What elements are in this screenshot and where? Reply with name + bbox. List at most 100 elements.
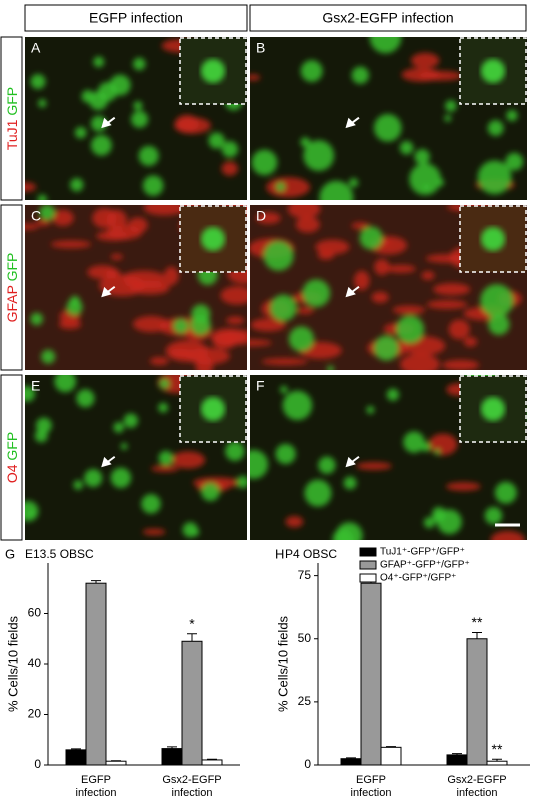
green-cell xyxy=(343,476,357,490)
error-bar xyxy=(452,753,462,755)
label-line: Gsx2-EGFP xyxy=(447,774,506,786)
red-signal xyxy=(425,254,469,263)
y-tick-label: 20 xyxy=(28,707,42,721)
red-signal xyxy=(374,258,390,276)
red-signal xyxy=(317,250,335,260)
red-signal xyxy=(351,222,370,230)
green-cell xyxy=(133,101,143,111)
label-line: infection xyxy=(351,787,392,799)
red-signal xyxy=(171,451,206,469)
bar xyxy=(486,760,508,766)
error-bar xyxy=(91,580,101,584)
header-box xyxy=(249,4,527,32)
red-signal xyxy=(164,266,179,285)
red-signal xyxy=(418,70,463,81)
green-cell xyxy=(109,74,131,96)
green-cell xyxy=(30,312,43,326)
green-cell xyxy=(494,481,517,504)
green-cell xyxy=(335,522,363,540)
error-bar xyxy=(187,633,197,642)
red-signal xyxy=(110,253,123,260)
panel-letter: A xyxy=(31,40,41,56)
label-line: EGFP xyxy=(81,774,111,786)
legend-swatch xyxy=(359,573,377,583)
red-signal xyxy=(87,265,118,280)
green-cell xyxy=(250,449,269,479)
y-tick-label: 40 xyxy=(28,656,42,670)
red-signal xyxy=(149,356,169,366)
error-bar xyxy=(492,758,502,762)
red-signal xyxy=(25,182,37,192)
panel-letter: E xyxy=(31,378,40,394)
green-cell xyxy=(319,180,354,200)
bar xyxy=(201,759,223,766)
green-cell xyxy=(433,511,445,523)
error-bar xyxy=(346,757,356,759)
legend-swatch xyxy=(359,547,377,557)
green-cell xyxy=(91,134,112,156)
y-tick-label: 75 xyxy=(298,568,312,582)
green-cell xyxy=(159,378,170,389)
bar xyxy=(161,748,183,766)
red-signal xyxy=(128,217,148,233)
green-cell xyxy=(221,141,239,158)
green-cell xyxy=(89,91,108,111)
green-cell xyxy=(70,178,84,192)
red-signal xyxy=(150,465,179,472)
green-cell xyxy=(300,137,311,148)
y-tick-label: 0 xyxy=(34,757,41,771)
bar xyxy=(446,754,468,766)
row-reporter: GFP xyxy=(4,432,20,461)
bar xyxy=(360,582,382,766)
panel-letter: C xyxy=(31,208,41,224)
green-cell xyxy=(505,152,524,171)
green-cell xyxy=(120,442,128,450)
panel-letter: B xyxy=(256,40,265,56)
green-cell xyxy=(300,60,323,82)
red-signal xyxy=(295,216,320,233)
y-axis-label: % Cells/10 fields xyxy=(5,615,20,712)
row-label: GFAP GFP xyxy=(4,253,20,323)
red-signal xyxy=(92,208,117,229)
label-line: Gsx2-EGFP xyxy=(162,774,221,786)
row-reporter: GFP xyxy=(4,87,20,116)
label-line: infection xyxy=(76,787,117,799)
green-cell xyxy=(369,37,402,54)
y-tick-label: 50 xyxy=(298,631,312,645)
green-cell xyxy=(386,388,400,401)
header-box xyxy=(24,4,248,32)
label-line: EGFP xyxy=(356,774,386,786)
bar xyxy=(466,638,488,766)
green-cell xyxy=(123,413,139,428)
column-header: Gsx2-EGFP infection xyxy=(322,10,453,26)
x-tick-label: EGFP infection xyxy=(351,774,392,799)
label-line: infection xyxy=(457,787,498,799)
arrow xyxy=(345,455,360,468)
green-cell xyxy=(236,475,247,489)
red-signal xyxy=(421,271,435,280)
error-bar xyxy=(386,746,396,748)
chart-title: P4 OBSC xyxy=(285,547,337,561)
bar xyxy=(340,758,362,766)
green-cell xyxy=(348,178,359,188)
legend-label: TuJ1⁺-GFP⁺/GFP⁺ xyxy=(380,547,465,558)
chart-letter: H xyxy=(275,546,284,561)
green-cell xyxy=(318,456,336,474)
inset-cell xyxy=(201,59,225,83)
red-signal xyxy=(463,336,478,347)
green-cell xyxy=(409,163,442,196)
green-cell xyxy=(359,226,383,250)
green-cell xyxy=(76,389,95,408)
red-signal xyxy=(226,316,245,325)
red-signal xyxy=(212,332,237,350)
red-signal xyxy=(410,52,440,69)
green-cell xyxy=(366,405,375,414)
green-cell xyxy=(25,385,36,402)
y-tick-label: 0 xyxy=(304,757,311,771)
red-signal xyxy=(256,212,281,224)
green-cell xyxy=(74,126,87,139)
red-signal xyxy=(285,515,304,528)
red-signal xyxy=(250,339,273,347)
red-signal xyxy=(371,291,389,303)
row-label-box xyxy=(0,204,23,371)
